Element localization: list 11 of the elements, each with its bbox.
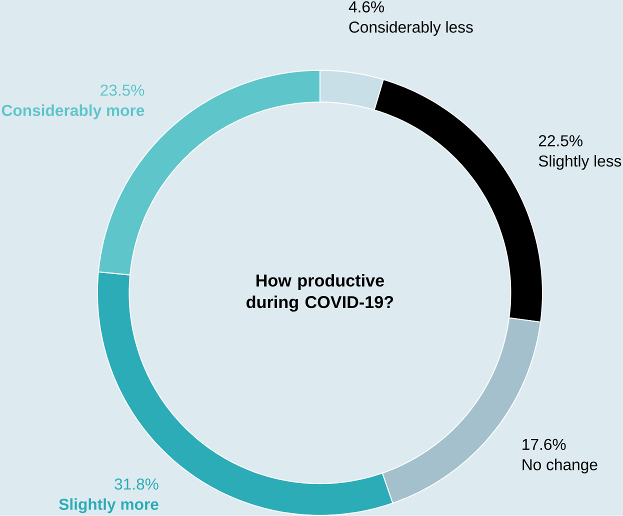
slice-label: Slightly less bbox=[538, 155, 622, 170]
data-label: 31.8% bbox=[114, 478, 158, 490]
text: How productive during COVID-19? bbox=[246, 274, 394, 312]
slice-label: No change bbox=[522, 458, 598, 474]
data-label: 17.6% bbox=[522, 438, 566, 450]
data-label: 22.5% bbox=[538, 135, 582, 146]
slice-label: Considerably more bbox=[2, 104, 144, 120]
slice-label: Considerably less bbox=[349, 21, 473, 36]
data-label: 23.5% bbox=[100, 84, 144, 96]
data-label: 4.6% bbox=[348, 1, 384, 13]
slice-label: Slightly more bbox=[59, 498, 158, 514]
